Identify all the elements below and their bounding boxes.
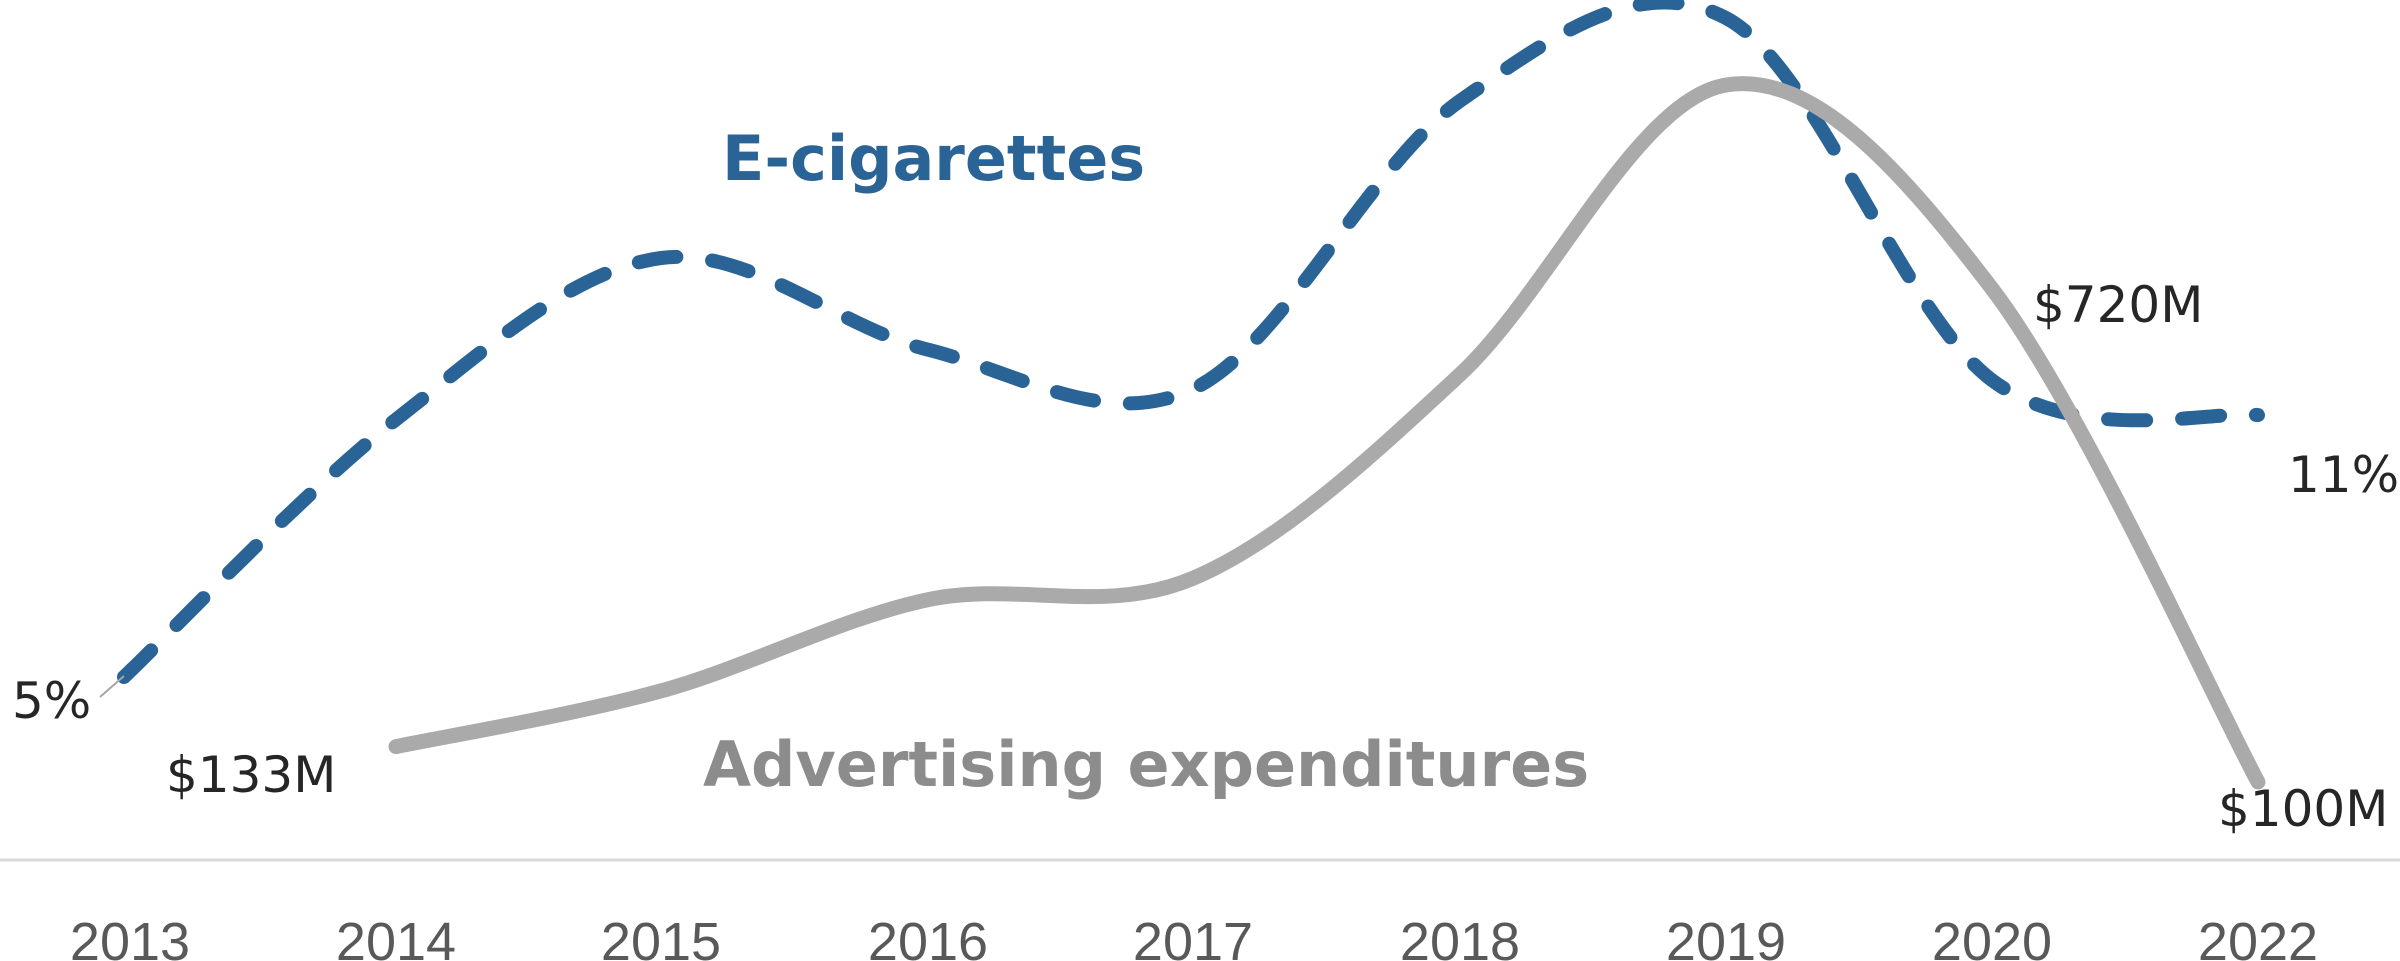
start-label-leader <box>99 675 125 698</box>
e-cigarettes-start-label: 5% <box>12 672 91 730</box>
x-tick-label: 2016 <box>868 912 988 961</box>
x-tick-label: 2014 <box>336 912 456 961</box>
x-tick-label: 2015 <box>601 912 721 961</box>
advertising-start-label: $133M <box>166 746 336 804</box>
x-tick-label: 2022 <box>2198 912 2318 961</box>
e-cigarettes-line <box>117 0 2265 684</box>
x-tick-label: 2020 <box>1932 912 2052 961</box>
e-cigarettes-series-label: E-cigarettes <box>722 122 1145 195</box>
x-tick-label: 2019 <box>1666 912 1786 961</box>
advertising-expenditures-series-label: Advertising expenditures <box>703 728 1589 801</box>
x-axis-tick-labels: 2013 2014 2015 2016 2017 2018 2019 2020 2022 <box>70 912 2318 961</box>
x-tick-label: 2018 <box>1400 912 1520 961</box>
x-tick-label: 2013 <box>70 912 190 961</box>
advertising-end-label: $100M <box>2218 780 2388 838</box>
advertising-peak-label: $720M <box>2033 276 2203 334</box>
e-cigarettes-end-label: 11% <box>2288 446 2399 504</box>
advertising-expenditures-line <box>388 76 2266 790</box>
x-tick-label: 2017 <box>1133 912 1253 961</box>
